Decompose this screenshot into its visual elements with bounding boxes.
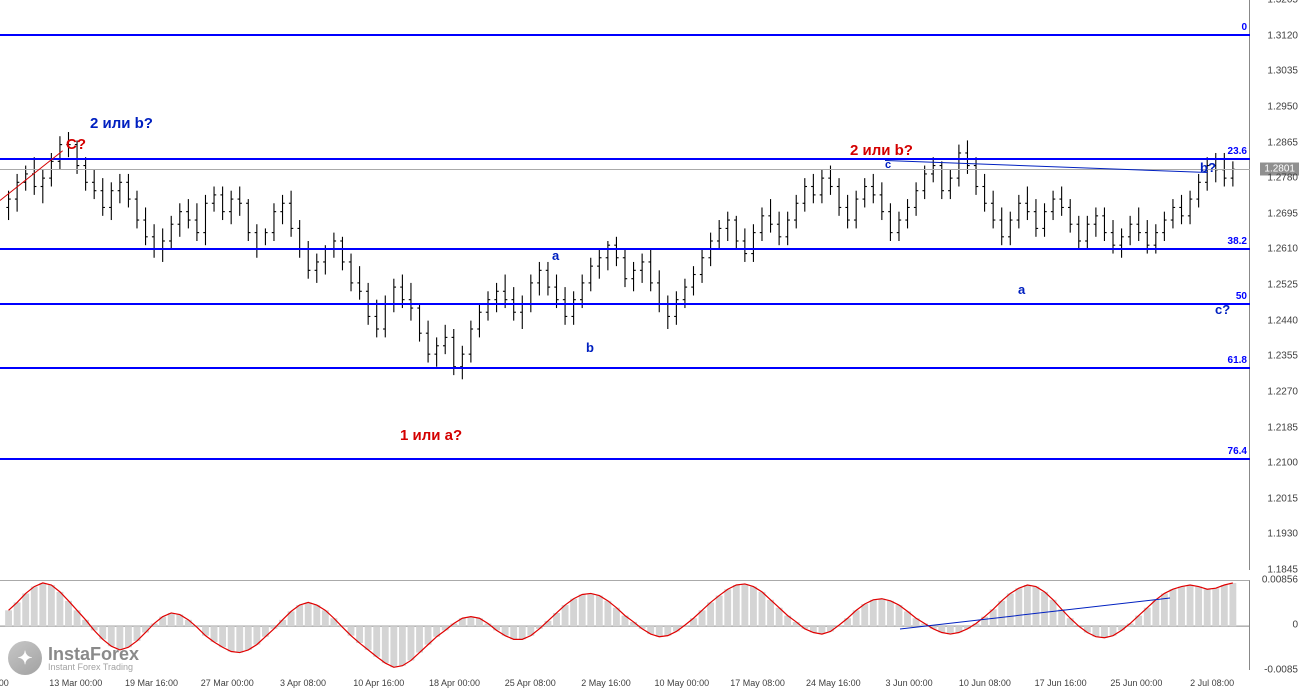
fib-label: 0 [1241, 21, 1247, 32]
watermark-subtitle: Instant Forex Trading [48, 663, 139, 672]
price-tick: 1.2780 [1267, 173, 1298, 184]
time-tick: 2 Jul 08:00 [1190, 678, 1234, 688]
wave-label: C? [66, 136, 86, 153]
fib-line [0, 34, 1250, 36]
fib-label: 50 [1236, 291, 1247, 302]
oscillator-tick: 0 [1292, 620, 1298, 631]
price-chart[interactable]: 1.2801 023.638.25061.876.42 или b?C?1 ил… [0, 0, 1250, 570]
price-tick: 1.2950 [1267, 101, 1298, 112]
oscillator-axis: 0.008560-0.0085 [1250, 580, 1300, 670]
fib-line [0, 248, 1250, 250]
time-tick: 17 Jun 16:00 [1035, 678, 1087, 688]
price-tick: 1.2525 [1267, 280, 1298, 291]
wave-label: c? [1215, 302, 1230, 317]
oscillator-svg [0, 581, 1250, 671]
time-tick: 19 Mar 16:00 [125, 678, 178, 688]
time-tick: 24 May 16:00 [806, 678, 861, 688]
price-tick: 1.2610 [1267, 244, 1298, 255]
price-tick: 1.3035 [1267, 66, 1298, 77]
price-tick: 1.2100 [1267, 458, 1298, 469]
current-price-line [0, 169, 1250, 170]
time-tick: 25 Apr 08:00 [505, 678, 556, 688]
price-tick: 1.2440 [1267, 315, 1298, 326]
price-tick: 1.2185 [1267, 422, 1298, 433]
fib-label: 23.6 [1228, 146, 1247, 157]
time-tick: 2 May 16:00 [581, 678, 631, 688]
time-tick: 10 Apr 16:00 [353, 678, 404, 688]
time-axis: 6:00 13 Mar 00:00 19 Mar 16:00 27 Mar 00:00… [0, 670, 1250, 700]
time-tick: 27 Mar 00:00 [201, 678, 254, 688]
price-tick: 1.2865 [1267, 137, 1298, 148]
time-tick: 10 May 00:00 [655, 678, 710, 688]
wave-label: 2 или b? [90, 115, 153, 132]
fib-label: 38.2 [1228, 236, 1247, 247]
time-tick: 13 Mar 00:00 [49, 678, 102, 688]
wave-label: b [586, 340, 594, 355]
oscillator-panel[interactable] [0, 580, 1250, 670]
fib-line [0, 458, 1250, 460]
fib-line [0, 367, 1250, 369]
time-tick: 18 Apr 00:00 [429, 678, 480, 688]
time-tick: 3 Apr 08:00 [280, 678, 326, 688]
time-tick: 17 May 08:00 [730, 678, 785, 688]
price-tick: 1.2015 [1267, 493, 1298, 504]
fib-label: 61.8 [1228, 355, 1247, 366]
price-tick: 1.2270 [1267, 386, 1298, 397]
price-tick: 1.1930 [1267, 529, 1298, 540]
price-tick: 1.3120 [1267, 30, 1298, 41]
oscillator-tick: -0.0085 [1264, 665, 1298, 676]
chart-container: 1.2801 023.638.25061.876.42 или b?C?1 ил… [0, 0, 1300, 700]
wave-label: 2 или b? [850, 142, 913, 159]
fib-line [0, 158, 1250, 160]
time-tick: 25 Jun 00:00 [1110, 678, 1162, 688]
price-tick: 1.2695 [1267, 208, 1298, 219]
price-tick: 1.3205 [1267, 0, 1298, 6]
broker-watermark: ✦ InstaForex Instant Forex Trading [8, 641, 139, 675]
wave-label: 1 или a? [400, 427, 462, 444]
wave-label: a [1018, 282, 1025, 297]
time-tick: 3 Jun 00:00 [886, 678, 933, 688]
price-axis: 1.18451.19301.20151.21001.21851.22701.23… [1250, 0, 1300, 570]
watermark-title: InstaForex [48, 645, 139, 663]
oscillator-tick: 0.00856 [1262, 575, 1298, 586]
candlestick-svg [0, 0, 1250, 570]
time-tick: 6:00 [0, 678, 9, 688]
wave-label: a [552, 248, 559, 263]
watermark-icon: ✦ [8, 641, 42, 675]
fib-label: 76.4 [1228, 446, 1247, 457]
price-tick: 1.2355 [1267, 351, 1298, 362]
fib-line [0, 303, 1250, 305]
time-tick: 10 Jun 08:00 [959, 678, 1011, 688]
